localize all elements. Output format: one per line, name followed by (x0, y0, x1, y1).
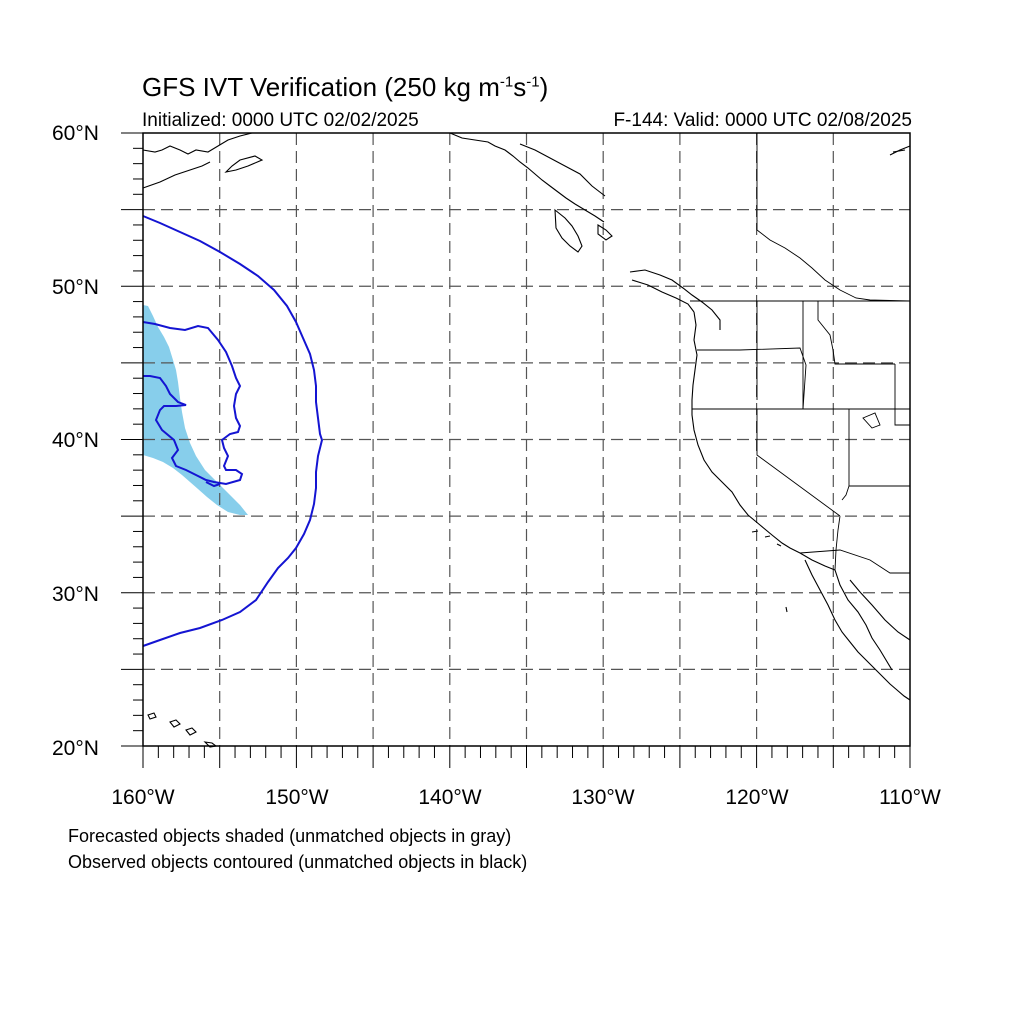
state-borders (690, 133, 911, 574)
lon-label-120w: 120°W (725, 786, 789, 809)
axis-ticks (121, 132, 911, 768)
lon-label-140w: 140°W (418, 786, 482, 809)
lon-label-160w: 160°W (111, 786, 175, 809)
lat-label-20n: 20°N (52, 737, 99, 760)
lon-label-150w: 150°W (265, 786, 329, 809)
observed-legend-note: Observed objects contoured (unmatched ob… (68, 852, 528, 872)
lon-label-130w: 130°W (571, 786, 635, 809)
forecast-ivt-object (143, 305, 248, 515)
lat-label-30n: 30°N (52, 583, 99, 606)
coastline (142, 132, 911, 748)
observed-ivt-contours (142, 215, 324, 647)
lat-label-50n: 50°N (52, 276, 99, 299)
initialized-time: Initialized: 0000 UTC 02/02/2025 (142, 110, 419, 131)
graticule (143, 133, 910, 746)
map-title: GFS IVT Verification (250 kg m-1s-1) (142, 72, 549, 102)
lat-label-40n: 40°N (52, 429, 99, 452)
valid-time: F-144: Valid: 0000 UTC 02/08/2025 (613, 110, 912, 131)
lat-label-60n: 60°N (52, 122, 99, 145)
observed-large-contour (142, 215, 324, 647)
observed-inner-contour (142, 321, 244, 486)
lon-label-110w: 110°W (879, 786, 941, 809)
forecast-legend-note: Forecasted objects shaded (unmatched obj… (68, 826, 512, 846)
